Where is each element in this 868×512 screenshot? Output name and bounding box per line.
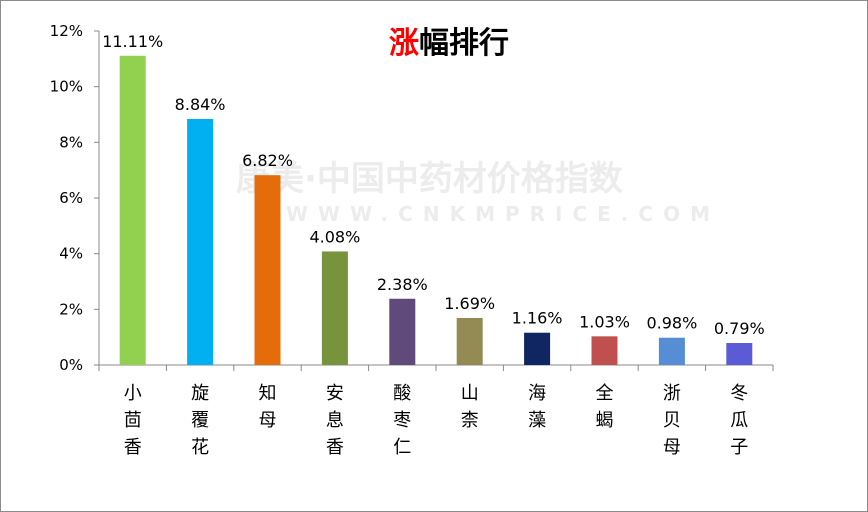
x-axis: [98, 364, 774, 371]
data-label: 0.98%: [646, 314, 697, 333]
bar: [524, 332, 551, 365]
watermark-sub-text: WWW.CNKMPRICE.COM: [286, 202, 720, 226]
bar: [321, 251, 348, 365]
category-label: 旋覆花: [191, 383, 209, 458]
category-label: 小茴香: [124, 383, 142, 458]
bar: [456, 317, 483, 365]
data-label: 2.38%: [377, 275, 428, 294]
data-label: 8.84%: [175, 95, 226, 114]
category-label: 冬瓜子: [730, 383, 748, 458]
data-label: 1.69%: [444, 294, 495, 313]
y-tick-label: 4%: [59, 245, 83, 263]
category-label: 知母: [259, 383, 277, 431]
watermark-main-text: 康美·中国中药材价格指数: [236, 159, 623, 199]
data-labels: 11.11% 8.84% 6.82% 4.08% 2.38% 1.69% 1.16% 1.03…: [102, 32, 765, 338]
category-label: 海藻: [528, 383, 546, 431]
y-tick-label: 12%: [50, 22, 83, 40]
category-label: 山柰: [461, 383, 479, 431]
bar: [591, 336, 618, 365]
bar: [119, 55, 146, 365]
data-label: 11.11%: [102, 32, 163, 51]
data-label: 1.16%: [512, 309, 563, 328]
category-label: 浙贝母: [663, 383, 681, 458]
chart-title-rest: 幅排行: [419, 26, 509, 61]
watermark: 康美·中国中药材价格指数 WWW.CNKMPRICE.COM: [236, 159, 720, 226]
bar: [389, 298, 416, 365]
category-label: 安息香: [326, 383, 344, 458]
category-label: 酸枣仁: [393, 383, 411, 458]
category-labels: 小茴香 旋覆花 知母 安息香 酸枣仁 山柰 海藻 全蝎 浙贝母 冬瓜子: [124, 383, 749, 458]
data-label: 1.03%: [579, 312, 630, 331]
y-tick-label: 8%: [59, 133, 83, 151]
y-axis: 0% 2% 4% 6% 8% 10% 12%: [50, 22, 100, 374]
bar: [726, 343, 753, 365]
data-label: 4.08%: [309, 227, 360, 246]
bar: [254, 175, 281, 365]
y-tick-label: 0%: [59, 356, 83, 374]
chart-title: 涨幅排行: [389, 26, 509, 61]
y-tick-label: 6%: [59, 189, 83, 207]
bars: [119, 55, 753, 365]
category-label: 全蝎: [596, 383, 614, 431]
bar: [658, 337, 685, 365]
y-tick-label: 2%: [59, 300, 83, 318]
bar: [187, 118, 214, 365]
y-tick-label: 10%: [50, 78, 83, 96]
data-label: 6.82%: [242, 151, 293, 170]
chart-title-accent: 涨: [389, 26, 419, 61]
data-label: 0.79%: [714, 319, 765, 338]
